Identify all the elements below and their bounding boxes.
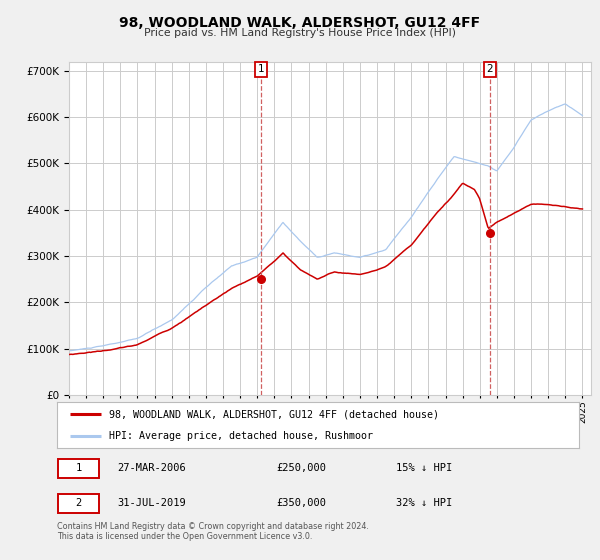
- Text: 32% ↓ HPI: 32% ↓ HPI: [397, 498, 452, 508]
- FancyBboxPatch shape: [58, 459, 99, 478]
- Text: 2: 2: [487, 64, 493, 74]
- Text: 31-JUL-2019: 31-JUL-2019: [117, 498, 186, 508]
- Text: Price paid vs. HM Land Registry's House Price Index (HPI): Price paid vs. HM Land Registry's House …: [144, 28, 456, 38]
- Text: HPI: Average price, detached house, Rushmoor: HPI: Average price, detached house, Rush…: [109, 431, 373, 441]
- Text: 27-MAR-2006: 27-MAR-2006: [117, 464, 186, 473]
- Text: 1: 1: [75, 464, 82, 473]
- Text: 1: 1: [258, 64, 265, 74]
- Text: 98, WOODLAND WALK, ALDERSHOT, GU12 4FF: 98, WOODLAND WALK, ALDERSHOT, GU12 4FF: [119, 16, 481, 30]
- Text: 98, WOODLAND WALK, ALDERSHOT, GU12 4FF (detached house): 98, WOODLAND WALK, ALDERSHOT, GU12 4FF (…: [109, 409, 439, 419]
- Text: Contains HM Land Registry data © Crown copyright and database right 2024.
This d: Contains HM Land Registry data © Crown c…: [57, 522, 369, 542]
- Text: £350,000: £350,000: [276, 498, 326, 508]
- Text: £250,000: £250,000: [276, 464, 326, 473]
- FancyBboxPatch shape: [58, 493, 99, 514]
- Text: 2: 2: [75, 498, 82, 508]
- Text: 15% ↓ HPI: 15% ↓ HPI: [397, 464, 452, 473]
